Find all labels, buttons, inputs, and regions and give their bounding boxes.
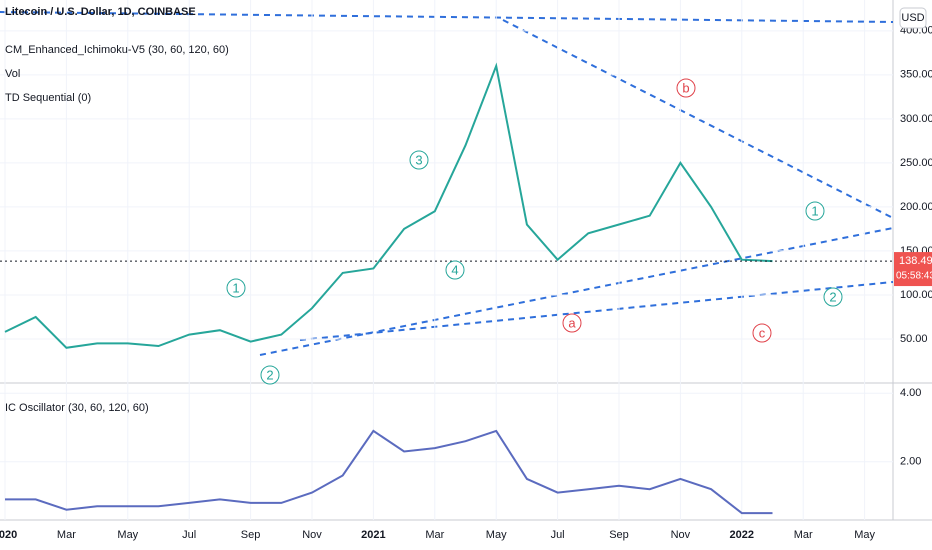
last-price-label: 138.49: [899, 255, 932, 267]
wave-label: 1: [811, 203, 818, 218]
x-tick-label: Mar: [794, 529, 813, 541]
trend-line: [502, 19, 894, 219]
wave-label: 3: [415, 152, 422, 167]
y-tick-label: 2.00: [900, 456, 921, 468]
y-tick-label: 50.00: [900, 333, 928, 345]
wave-label: b: [682, 80, 689, 95]
countdown-label: 05:58:43: [896, 271, 932, 282]
trend-line: [259, 227, 894, 356]
x-tick-label: May: [854, 529, 875, 541]
wave-marker: [445, 260, 465, 280]
chart-title: Litecoin / U.S. Dollar, 1D, COINBASE: [5, 6, 196, 18]
x-tick-label: Jul: [551, 529, 565, 541]
x-tick-label: Mar: [425, 529, 444, 541]
wave-marker: [752, 323, 772, 343]
x-tick-label: Jul: [182, 529, 196, 541]
y-tick-label: 100.00: [900, 289, 932, 301]
wave-marker: [226, 278, 246, 298]
wave-label: 2: [266, 367, 273, 382]
x-tick-label: Nov: [302, 529, 322, 541]
x-tick-label: Mar: [57, 529, 76, 541]
currency-button[interactable]: [899, 7, 927, 29]
oscillator-title: IC Oscillator (30, 60, 120, 60): [5, 402, 149, 414]
y-tick-label: 4.00: [900, 387, 921, 399]
wave-label: a: [568, 315, 576, 330]
indicator-label: Vol: [5, 68, 20, 80]
wave-marker: [823, 287, 843, 307]
currency-label: USD: [901, 12, 924, 24]
wave-label: 2: [829, 289, 836, 304]
trend-line: [0, 11, 894, 23]
indicator-label: CM_Enhanced_Ichimoku-V5 (30, 60, 120, 60…: [5, 44, 229, 56]
x-tick-label: May: [486, 529, 507, 541]
y-tick-label: 200.00: [900, 201, 932, 213]
wave-label: c: [759, 325, 766, 340]
x-tick-label: May: [117, 529, 138, 541]
x-tick-label: 2021: [361, 529, 385, 541]
trend-line: [299, 281, 894, 341]
x-tick-label: Sep: [241, 529, 261, 541]
price-line: [4, 62, 773, 349]
x-tick-label: Sep: [609, 529, 629, 541]
y-tick-label: 250.00: [900, 157, 932, 169]
x-tick-label: 2022: [730, 529, 754, 541]
y-tick-label: 300.00: [900, 113, 932, 125]
trend-lines: [0, 11, 894, 356]
wave-marker: [676, 78, 696, 98]
last-price-box: [894, 252, 932, 287]
wave-marker: [409, 150, 429, 170]
wave-label: 4: [451, 262, 458, 277]
wave-marker: [805, 201, 825, 221]
wave-marker: [562, 313, 582, 333]
x-tick-label: Nov: [671, 529, 691, 541]
x-tick-label: 2020: [0, 529, 17, 541]
indicator-label: TD Sequential (0): [5, 92, 91, 104]
wave-marker: [260, 365, 280, 385]
wave-label: 1: [232, 280, 239, 295]
price-line: [5, 429, 773, 515]
y-tick-label: 350.00: [900, 69, 932, 81]
